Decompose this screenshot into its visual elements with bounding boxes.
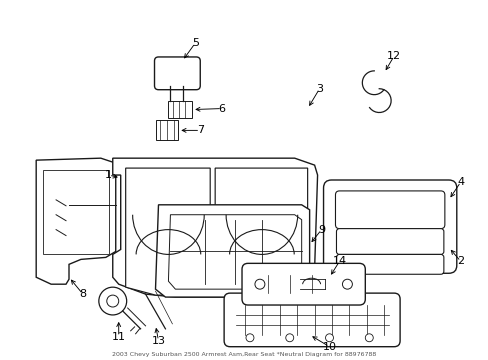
Circle shape: [285, 334, 293, 342]
Text: 5: 5: [191, 38, 199, 48]
Polygon shape: [125, 168, 210, 295]
Text: 2003 Chevy Suburban 2500 Armrest Asm,Rear Seat *Neutral Diagram for 88976788: 2003 Chevy Suburban 2500 Armrest Asm,Rea…: [112, 352, 375, 357]
Text: 7: 7: [196, 125, 203, 135]
FancyBboxPatch shape: [336, 229, 443, 255]
Text: 3: 3: [315, 84, 323, 94]
Text: 4: 4: [456, 177, 464, 187]
Polygon shape: [113, 158, 317, 297]
Polygon shape: [155, 121, 178, 140]
Text: 11: 11: [111, 332, 125, 342]
Circle shape: [106, 295, 119, 307]
Circle shape: [99, 287, 126, 315]
Circle shape: [325, 334, 333, 342]
Text: 9: 9: [317, 225, 325, 235]
Polygon shape: [155, 205, 309, 297]
Text: 6: 6: [218, 104, 225, 113]
Text: 14: 14: [332, 256, 346, 266]
Polygon shape: [168, 100, 192, 118]
FancyBboxPatch shape: [323, 180, 456, 273]
Text: 8: 8: [79, 289, 86, 299]
Polygon shape: [215, 168, 307, 295]
Text: 12: 12: [386, 51, 400, 61]
FancyBboxPatch shape: [242, 264, 365, 305]
Polygon shape: [168, 215, 301, 289]
FancyBboxPatch shape: [335, 191, 444, 229]
FancyBboxPatch shape: [154, 57, 200, 90]
Text: 13: 13: [151, 336, 165, 346]
Polygon shape: [43, 170, 108, 255]
Polygon shape: [36, 158, 116, 284]
Text: 2: 2: [456, 256, 464, 266]
Circle shape: [342, 279, 352, 289]
Circle shape: [245, 334, 253, 342]
Text: 10: 10: [322, 342, 336, 352]
FancyBboxPatch shape: [336, 255, 443, 274]
Circle shape: [365, 334, 372, 342]
Text: 1: 1: [105, 170, 112, 180]
FancyBboxPatch shape: [224, 293, 399, 347]
Circle shape: [254, 279, 264, 289]
